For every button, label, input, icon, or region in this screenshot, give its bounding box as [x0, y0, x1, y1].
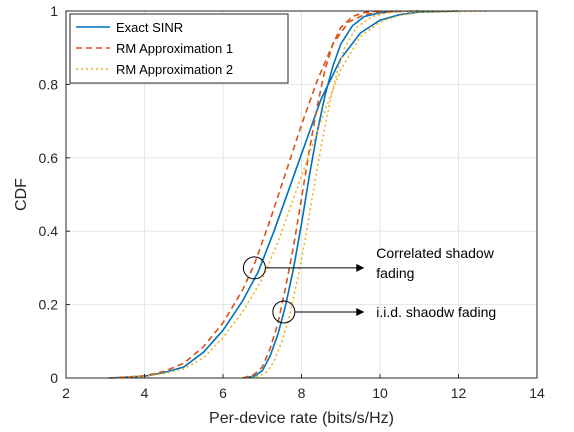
series-line-0-0: [109, 10, 459, 379]
annotation-circle: [242, 256, 266, 280]
x-tick-label: 4: [141, 385, 149, 401]
annotation-text: fading: [376, 265, 414, 281]
axis-ticks: 2 4 6 8 10 12 14 0 0.2 0.4 0.6 0.8 1: [39, 3, 545, 401]
x-tick-label: 8: [298, 385, 306, 401]
series-line-1-1: [242, 10, 381, 379]
y-tick-label: 0.4: [39, 223, 59, 239]
y-tick-label: 1: [50, 3, 58, 19]
legend: Exact SINR RM Approximation 1 RM Approxima…: [69, 13, 289, 84]
series-line-0-1: [242, 10, 400, 379]
x-tick-label: 2: [62, 385, 70, 401]
annotation-arrow-head: [356, 263, 365, 272]
y-axis-label: CDF: [13, 178, 30, 211]
y-tick-label: 0: [50, 370, 58, 386]
y-tick-label: 0.6: [39, 150, 59, 166]
legend-label: RM Approximation 1: [116, 41, 233, 56]
series-line-2-1: [246, 10, 420, 379]
x-tick-label: 12: [451, 385, 467, 401]
legend-label: RM Approximation 2: [116, 62, 233, 77]
y-tick-label: 0.2: [39, 297, 59, 313]
annotation-arrow-head: [356, 307, 365, 316]
series-line-2-0: [113, 10, 487, 379]
y-tick-label: 0.8: [39, 76, 59, 92]
x-tick-label: 14: [529, 385, 545, 401]
legend-label: Exact SINR: [116, 20, 183, 35]
annotation-text: i.i.d. shaodw fading: [376, 304, 496, 320]
x-axis-label: Per-device rate (bits/s/Hz): [209, 410, 394, 427]
x-tick-label: 6: [219, 385, 227, 401]
annotations: Correlated shadow fading i.i.d. shaodw fad…: [242, 245, 496, 324]
annotation-text: Correlated shadow: [376, 245, 494, 261]
plot-curves: [109, 10, 487, 379]
x-tick-label: 10: [372, 385, 388, 401]
